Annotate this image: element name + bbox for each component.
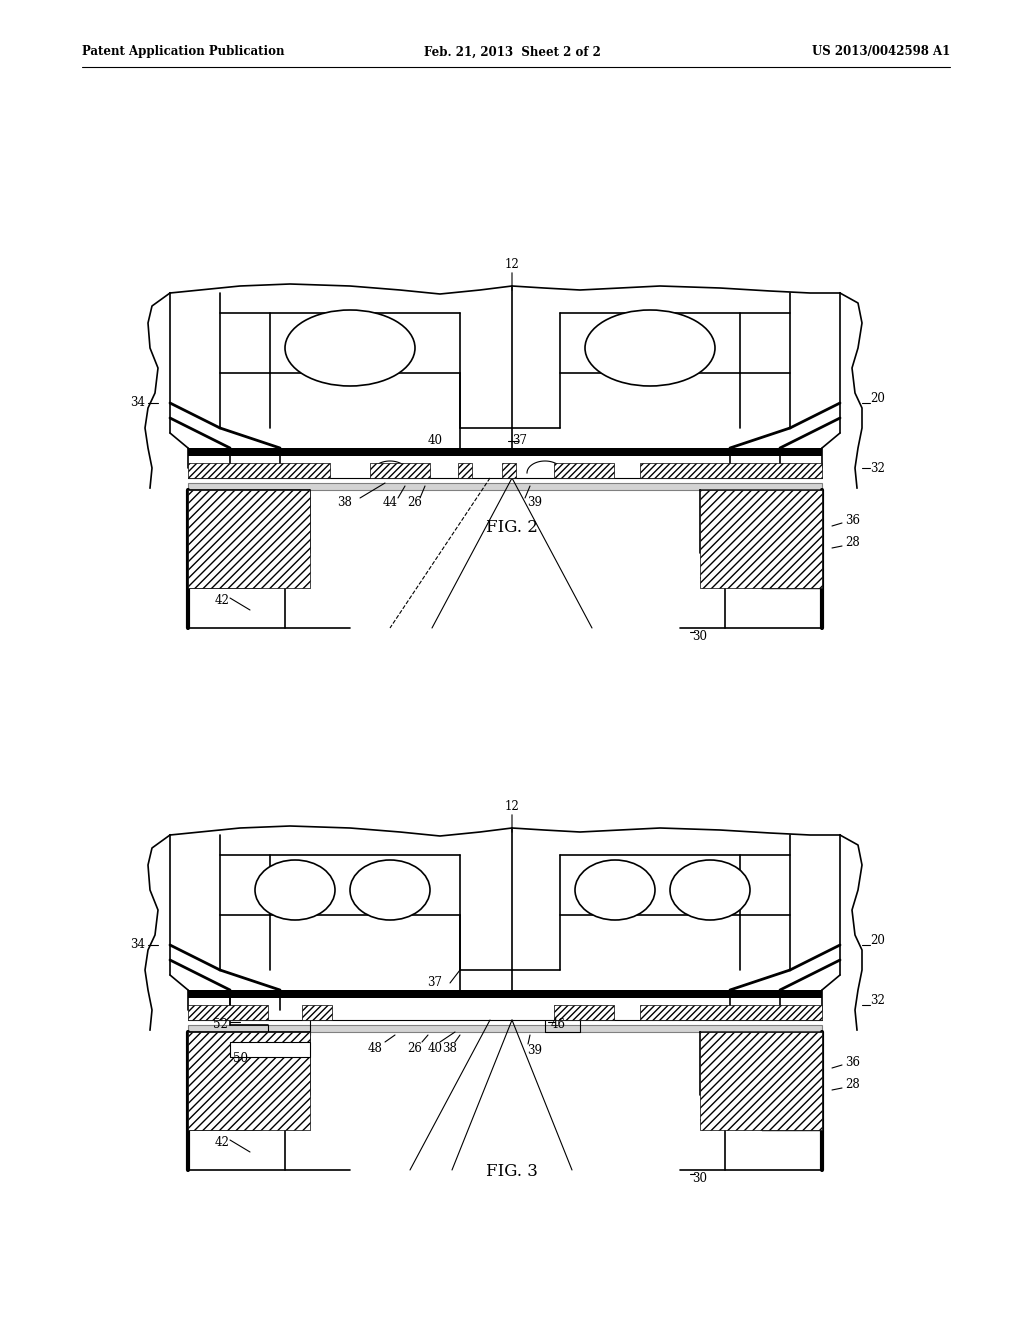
Text: 36: 36 [845, 513, 860, 527]
Text: US 2013/0042598 A1: US 2013/0042598 A1 [812, 45, 950, 58]
Text: 34: 34 [130, 396, 145, 409]
Text: 28: 28 [845, 536, 860, 549]
Polygon shape [700, 490, 822, 587]
Bar [302, 1005, 332, 1020]
Text: 34: 34 [130, 939, 145, 952]
Bar [370, 463, 430, 478]
Bar [188, 447, 822, 455]
Text: 26: 26 [408, 1041, 423, 1055]
Ellipse shape [350, 861, 430, 920]
Text: 40: 40 [427, 1041, 442, 1055]
Text: 46: 46 [551, 1019, 565, 1031]
Text: 42: 42 [215, 1135, 229, 1148]
Text: 26: 26 [408, 496, 423, 510]
Text: 32: 32 [870, 994, 886, 1006]
Text: Feb. 21, 2013  Sheet 2 of 2: Feb. 21, 2013 Sheet 2 of 2 [424, 45, 600, 58]
Bar [554, 1005, 614, 1020]
Text: 28: 28 [845, 1078, 860, 1092]
Ellipse shape [575, 861, 655, 920]
Ellipse shape [255, 861, 335, 920]
Text: 20: 20 [870, 933, 886, 946]
Text: 50: 50 [232, 1052, 248, 1064]
Bar [640, 463, 822, 478]
Polygon shape [188, 1032, 310, 1130]
Bar [230, 1041, 310, 1057]
Bar [188, 990, 822, 998]
Bar [188, 1005, 268, 1020]
Bar [502, 463, 516, 478]
Bar [640, 1005, 822, 1020]
Text: FIG. 3: FIG. 3 [486, 1163, 538, 1180]
Text: 52: 52 [213, 1019, 227, 1031]
Ellipse shape [285, 310, 415, 385]
Polygon shape [700, 1032, 822, 1130]
Bar [188, 483, 822, 490]
Text: 36: 36 [845, 1056, 860, 1068]
Bar [188, 1026, 822, 1032]
Bar [188, 490, 310, 587]
Bar [700, 1032, 822, 1130]
Text: 38: 38 [338, 496, 352, 510]
Text: 48: 48 [368, 1041, 382, 1055]
Text: 44: 44 [383, 496, 397, 510]
Ellipse shape [670, 861, 750, 920]
Text: 37: 37 [512, 434, 527, 447]
Text: 40: 40 [427, 434, 442, 447]
Text: 12: 12 [505, 259, 519, 272]
Polygon shape [188, 490, 310, 587]
Bar [188, 1032, 310, 1130]
Text: 38: 38 [442, 1041, 458, 1055]
Text: 20: 20 [870, 392, 886, 404]
Bar [188, 463, 330, 478]
Text: 39: 39 [527, 496, 543, 510]
Text: 32: 32 [870, 462, 886, 474]
Text: 42: 42 [215, 594, 229, 606]
Text: 12: 12 [505, 800, 519, 813]
Bar [554, 463, 614, 478]
Bar [458, 463, 472, 478]
Text: 30: 30 [692, 630, 708, 643]
Text: 30: 30 [692, 1172, 708, 1184]
Ellipse shape [585, 310, 715, 385]
Text: FIG. 2: FIG. 2 [486, 520, 538, 536]
Text: 37: 37 [427, 977, 442, 990]
Bar [700, 490, 822, 587]
Text: 39: 39 [527, 1044, 543, 1056]
Text: Patent Application Publication: Patent Application Publication [82, 45, 285, 58]
